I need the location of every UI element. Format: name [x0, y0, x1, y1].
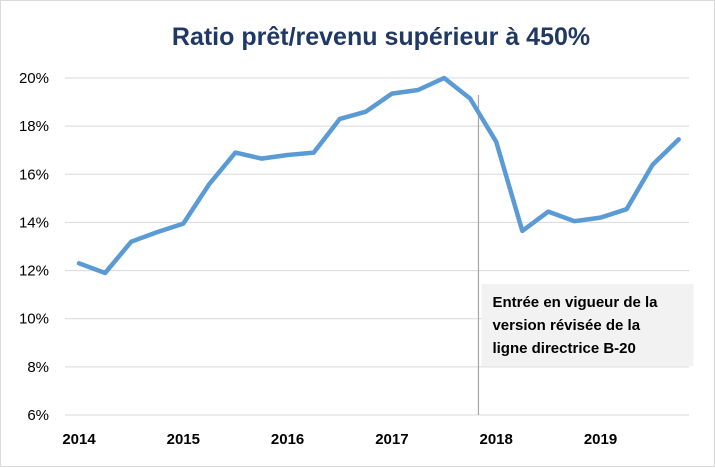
y-tick-label: 18% [19, 118, 49, 135]
x-tick-label: 2015 [167, 431, 200, 448]
data-point [339, 118, 341, 120]
annotation: Entrée en vigueur de la version révisée d… [477, 95, 694, 415]
y-tick-label: 16% [19, 166, 49, 183]
annotation-text: ligne directrice B-20 [492, 340, 635, 357]
y-tick-label: 14% [19, 214, 49, 231]
x-tick-label: 2016 [271, 431, 304, 448]
data-point [287, 154, 289, 156]
data-point [521, 230, 523, 232]
x-axis-ticks: 2014 2015 2016 2017 2018 2019 [62, 431, 617, 448]
annotation-text: version révisée de la [492, 317, 640, 334]
data-point [547, 211, 549, 213]
data-point [78, 262, 80, 264]
data-point [652, 164, 654, 166]
data-point [417, 89, 419, 91]
data-point [208, 183, 210, 185]
data-point [391, 93, 393, 95]
x-tick-label: 2017 [375, 431, 408, 448]
y-tick-label: 8% [27, 359, 49, 376]
series-layer [76, 75, 681, 276]
data-point [261, 158, 263, 160]
x-tick-label: 2018 [480, 431, 513, 448]
annotation-text: Entrée en vigueur de la [492, 294, 658, 311]
data-point [182, 223, 184, 225]
data-point [104, 272, 106, 274]
y-axis-ticks: 20% 18% 16% 14% 12% 10% 8% 6% [19, 70, 49, 424]
data-point [443, 77, 445, 79]
data-point [234, 152, 236, 154]
data-point [573, 220, 575, 222]
data-point [626, 208, 628, 210]
x-tick-label: 2014 [62, 431, 96, 448]
chart-title: Ratio prêt/revenu supérieur à 450% [172, 23, 590, 51]
data-point [469, 97, 471, 99]
x-tick-label: 2019 [584, 431, 617, 448]
data-point [600, 217, 601, 219]
y-tick-label: 6% [27, 407, 49, 424]
data-point [313, 152, 315, 154]
y-tick-label: 20% [19, 70, 49, 87]
data-point [678, 138, 680, 140]
data-point [156, 231, 158, 233]
grid-lines [65, 77, 689, 416]
data-point [495, 141, 497, 143]
y-tick-label: 10% [19, 311, 49, 328]
data-point [365, 111, 367, 113]
series-line [76, 75, 681, 276]
y-tick-label: 12% [19, 263, 49, 280]
data-point [130, 241, 132, 243]
annotation-box [481, 284, 694, 366]
